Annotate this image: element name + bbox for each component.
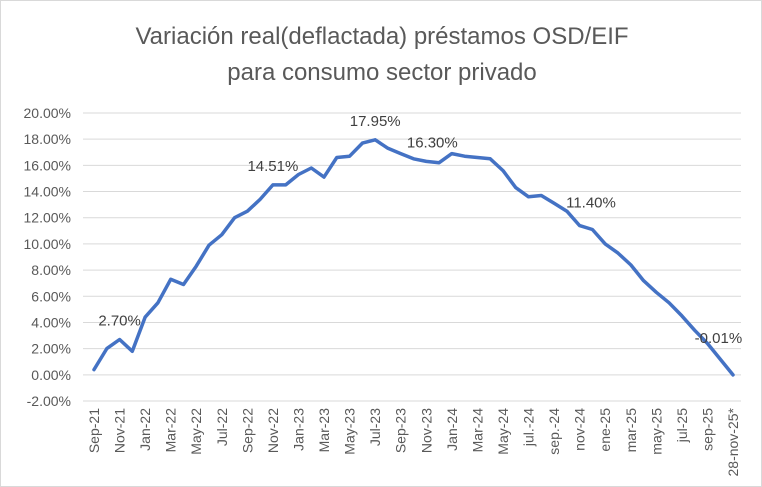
x-tick-label: Mar-23 (316, 408, 332, 453)
y-tick-label: 20.00% (24, 105, 71, 121)
data-label: 14.51% (247, 158, 298, 175)
x-tick-label: jul-25 (674, 408, 690, 443)
series-line (92, 138, 735, 377)
x-tick-label: Nov-22 (265, 408, 281, 453)
x-tick-label: mar-25 (623, 408, 639, 453)
x-tick-label: Nov-21 (112, 408, 128, 453)
x-tick-label: 28-nov-25* (725, 407, 741, 476)
y-tick-label: 14.00% (24, 184, 71, 200)
x-tick-label: Jan-24 (444, 408, 460, 451)
y-tick-label: 12.00% (24, 210, 71, 226)
chart-title: Variación real(deflactada) préstamos OSD… (135, 23, 628, 50)
y-tick-label: 18.00% (24, 131, 71, 147)
x-tick-label: nov-24 (572, 408, 588, 451)
y-tick-label: 6.00% (31, 288, 71, 304)
data-label: -0.01% (695, 330, 743, 347)
x-tick-label: Sep-21 (86, 408, 102, 453)
x-tick-label: Jul-22 (214, 408, 230, 446)
y-tick-label: 0.00% (31, 367, 71, 383)
y-tick-label: 4.00% (31, 314, 71, 330)
x-tick-label: May-22 (188, 408, 204, 455)
gridlines (83, 112, 741, 402)
data-labels: 2.70% 14.51% 17.95% 16.30% 11.40% -0.01% (98, 113, 742, 347)
x-tick-label: ene-25 (597, 408, 613, 452)
data-label: 11.40% (566, 194, 616, 211)
x-tick-label: May-24 (495, 408, 511, 455)
x-tick-label: Mar-22 (163, 408, 179, 453)
x-tick-label: Sep-23 (393, 408, 409, 453)
x-tick-label: Jul-23 (367, 408, 383, 446)
y-tick-label: 16.00% (24, 157, 71, 173)
y-tick-label: 2.00% (31, 341, 71, 357)
x-tick-label: May-23 (342, 408, 358, 455)
x-tick-label: sep-25 (699, 408, 715, 451)
x-tick-label: Mar-24 (469, 408, 485, 453)
x-tick-label: Jan-22 (137, 408, 153, 451)
x-tick-label: jul.-24 (521, 408, 537, 447)
data-label: 17.95% (350, 113, 401, 130)
x-tick-label: sep.-24 (546, 408, 562, 455)
y-tick-label: -2.00% (27, 393, 71, 409)
x-tick-label: Sep-22 (239, 408, 255, 453)
chart-subtitle: para consumo sector privado (227, 59, 537, 86)
y-tick-label: 10.00% (24, 236, 71, 252)
x-tick-label: may-25 (648, 408, 664, 455)
x-axis-tick-labels: Sep-21 Nov-21 Jan-22 Mar-22 May-22 Jul-22 Sep-… (86, 407, 741, 476)
x-tick-label: Nov-23 (418, 408, 434, 453)
series-group (92, 138, 735, 377)
x-tick-label: Jan-23 (291, 408, 307, 451)
data-label: 16.30% (407, 134, 458, 151)
y-axis-tick-labels: -2.00% 0.00% 2.00% 4.00% 6.00% 8.00% 10.00% 12.… (24, 105, 71, 409)
y-tick-label: 8.00% (31, 262, 71, 278)
data-label: 2.70% (98, 313, 141, 330)
